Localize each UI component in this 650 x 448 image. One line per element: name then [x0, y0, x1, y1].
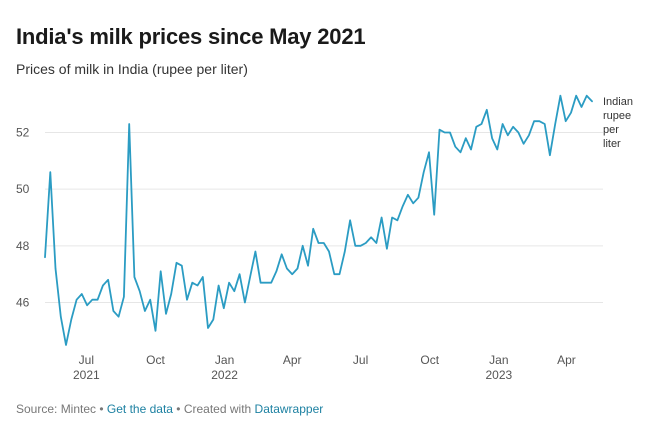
x-tick-year-6: 2023: [485, 368, 512, 382]
x-tick-label-2: Jan: [215, 353, 234, 367]
series-label-line-3: liter: [603, 138, 621, 150]
series-label-line-1: rupee: [603, 110, 631, 122]
series-label-line-0: Indian: [603, 96, 633, 108]
get-the-data-link[interactable]: Get the data: [106, 402, 173, 416]
y-tick-label-52: 52: [16, 126, 30, 140]
footer-separator: •: [96, 402, 107, 416]
x-tick-year-2: 2022: [211, 368, 238, 382]
series-label: Indian rupee per liter: [603, 96, 633, 150]
created-with-text: • Created with: [172, 402, 255, 416]
x-tick-label-1: Oct: [146, 353, 165, 367]
x-tick-label-7: Apr: [557, 353, 576, 367]
chart-title: India's milk prices since May 2021: [16, 24, 366, 49]
y-axis: 46 48 50 52: [16, 126, 30, 310]
series-label-line-2: per: [603, 124, 619, 136]
x-tick-year-0: 2021: [73, 368, 100, 382]
footer: Source: Mintec • Get the data • Created …: [16, 402, 323, 416]
x-tick-label-4: Jul: [353, 353, 368, 367]
y-tick-label-48: 48: [16, 239, 30, 253]
series-label-text: Indian rupee per liter: [603, 96, 633, 150]
source-text: Source: Mintec: [16, 402, 97, 416]
x-tick-label-6: Jan: [489, 353, 508, 367]
chart-subtitle: Prices of milk in India (rupee per liter…: [16, 61, 248, 77]
series-line: [44, 94, 593, 346]
datawrapper-link[interactable]: Datawrapper: [254, 402, 324, 416]
y-tick-label-46: 46: [16, 296, 30, 310]
x-tick-label-3: Apr: [283, 353, 302, 367]
x-tick-label-0: Jul: [79, 353, 94, 367]
y-tick-label-50: 50: [16, 182, 30, 196]
x-tick-label-5: Oct: [420, 353, 439, 367]
